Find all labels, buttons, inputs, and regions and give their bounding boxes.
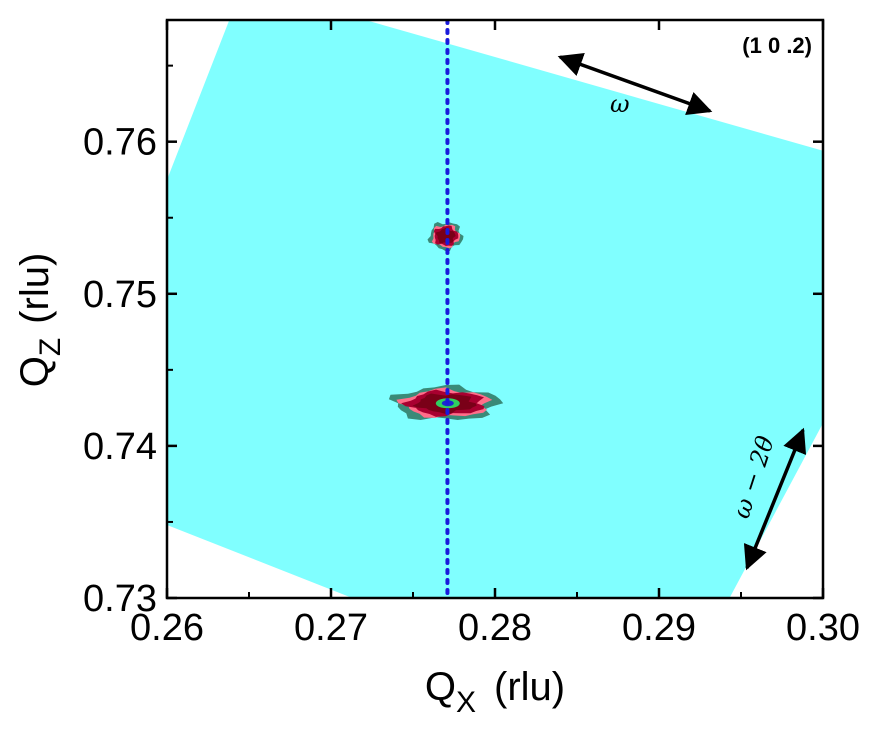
scan-region-fill — [167, 20, 823, 598]
x-tick-label: 0.29 — [622, 607, 696, 649]
y-axis-title-sub: Z — [34, 338, 67, 356]
x-axis-title-main: Q — [425, 665, 456, 709]
y-axis-title-unit: (rlu) — [13, 253, 57, 324]
x-axis-title: QX (rlu) — [425, 665, 565, 719]
axis-ticks: 0.26 0.27 0.28 0.29 0.30 0.73 0.74 0.75 0.76 — [83, 20, 860, 649]
x-tick-label: 0.26 — [130, 607, 204, 649]
y-axis-title-main: Q — [13, 356, 57, 387]
y-tick-label: 0.73 — [83, 578, 157, 620]
x-tick-label: 0.27 — [294, 607, 368, 649]
peak-substrate-upper — [427, 222, 464, 252]
omega-arrow — [557, 52, 713, 116]
x-axis-title-sub: X — [456, 686, 476, 719]
x-tick-label: 0.28 — [458, 607, 532, 649]
x-axis-title-unit: (rlu) — [494, 665, 565, 709]
y-tick-label: 0.74 — [83, 426, 157, 468]
plot-area — [167, 20, 823, 598]
y-tick-label: 0.76 — [83, 122, 157, 164]
x-tick-label: 0.30 — [786, 607, 860, 649]
reflection-label: (1 0 .2) — [742, 33, 812, 58]
omega-2theta-arrow — [743, 427, 807, 571]
y-axis-title: QZ (rlu) — [13, 253, 67, 388]
y-tick-label: 0.75 — [83, 274, 157, 316]
peak-contour-level-3 — [436, 227, 456, 244]
omega-label: ω — [610, 90, 630, 118]
